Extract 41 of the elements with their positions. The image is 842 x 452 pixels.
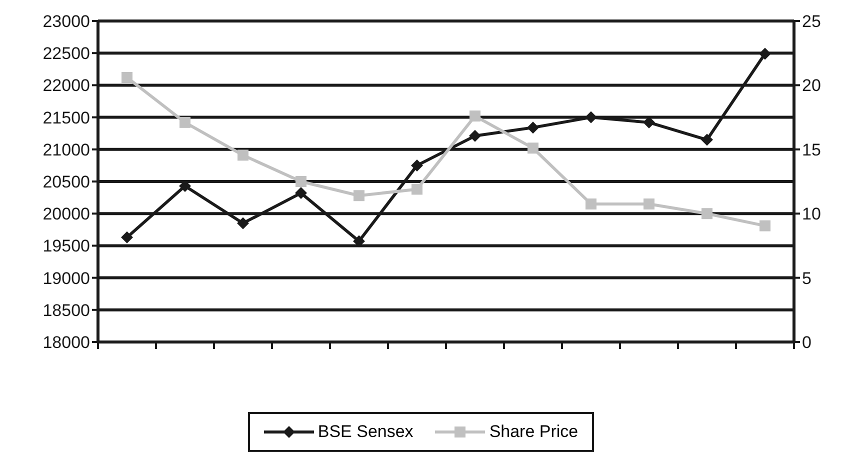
point <box>469 130 481 142</box>
point <box>412 184 422 195</box>
point <box>121 231 133 244</box>
y2-tick-label: 5 <box>802 268 812 288</box>
y2-tick-label: 25 <box>802 12 821 32</box>
point <box>411 159 423 172</box>
point <box>644 198 654 210</box>
y-tick-label: 22500 <box>42 44 90 64</box>
y2-tick-label: 10 <box>802 204 821 224</box>
legend-label: BSE Sensex <box>316 422 414 442</box>
point <box>527 122 539 134</box>
point <box>122 72 132 83</box>
point <box>702 208 712 220</box>
legend-label: Share Price <box>488 422 578 442</box>
point <box>470 110 480 122</box>
point <box>528 142 538 154</box>
point <box>701 134 713 146</box>
point <box>296 176 306 187</box>
y2-tick-label: 0 <box>802 333 812 352</box>
y-tick-label: 23000 <box>42 12 90 32</box>
y-tick-label: 18500 <box>42 300 90 320</box>
y-tick-label: 18000 <box>42 333 90 352</box>
y-tick-label: 22000 <box>42 76 90 96</box>
point <box>354 190 364 202</box>
y-tick-label: 19000 <box>42 268 90 288</box>
point <box>760 220 770 232</box>
point <box>353 235 365 248</box>
point <box>295 187 307 200</box>
point <box>180 116 190 128</box>
point <box>237 217 249 230</box>
y-tick-label: 21000 <box>42 140 90 160</box>
y-tick-label: 20000 <box>42 204 90 224</box>
point <box>585 111 597 124</box>
point <box>759 48 771 60</box>
y-tick-label: 20500 <box>42 172 90 192</box>
y2-tick-label: 15 <box>802 140 821 160</box>
point <box>238 150 248 161</box>
y2-tick-label: 20 <box>802 76 821 96</box>
y-tick-label: 19500 <box>42 236 90 256</box>
point <box>586 198 596 210</box>
y-tick-label: 21500 <box>42 108 90 128</box>
